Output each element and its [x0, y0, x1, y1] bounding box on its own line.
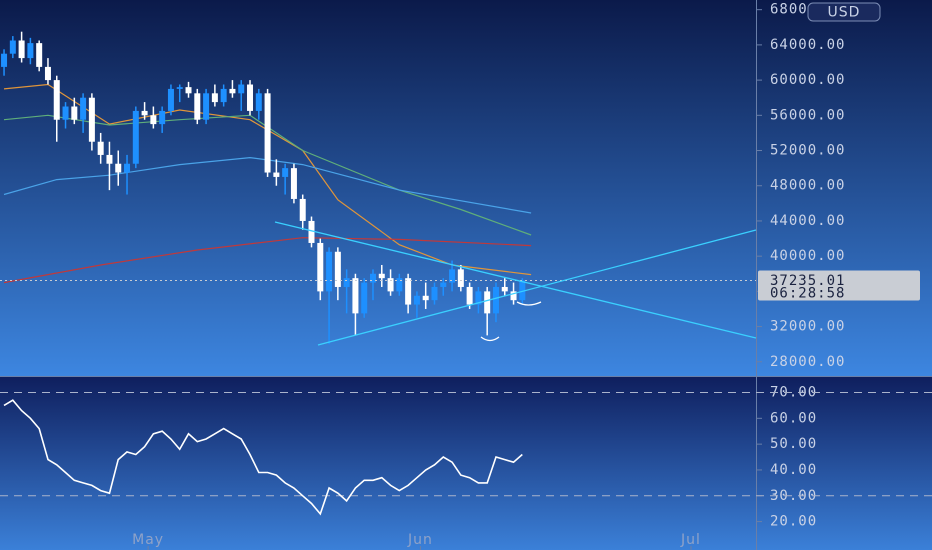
moving-average [3, 156, 532, 214]
candle-body [405, 278, 412, 305]
candle-body [132, 110, 139, 164]
candle-body [167, 88, 174, 111]
candle-body [141, 110, 148, 116]
candle-body [387, 278, 394, 292]
candle-body [378, 273, 385, 279]
candle-body [343, 278, 350, 287]
candle-body [361, 282, 368, 314]
candle-body [492, 286, 499, 314]
candle-body [422, 295, 429, 301]
y-tick-label: 70.00 [770, 384, 817, 400]
price-panel [0, 0, 932, 376]
candle-body [229, 88, 236, 94]
candle-body [185, 87, 192, 94]
candle-body [18, 40, 25, 59]
x-tick-label: Jun [407, 532, 433, 548]
y-tick-label: 48000.00 [770, 178, 845, 194]
moving-average [3, 237, 532, 284]
candle-body [431, 286, 438, 301]
candle-body [369, 273, 376, 283]
last-price: 37235.01 [770, 273, 845, 289]
currency-frame[interactable] [807, 2, 881, 22]
y-tick-label: 60000.00 [770, 72, 845, 88]
drawings [274, 221, 757, 346]
rsi-line [3, 399, 523, 516]
trend-line [274, 221, 757, 339]
candle-body [396, 278, 403, 292]
candle-body [326, 251, 333, 292]
candle-body [484, 291, 491, 314]
candle-body [159, 110, 166, 125]
candle-body [53, 80, 60, 120]
y-tick-label: 20.00 [770, 514, 817, 530]
candle-body [299, 198, 306, 221]
y-tick-label: 30.00 [770, 488, 817, 504]
y-tick-label: 60.00 [770, 410, 817, 426]
candle-body [501, 286, 508, 292]
candle-body [176, 87, 183, 89]
candle-body [106, 154, 113, 164]
x-tick-label: Jul [680, 532, 701, 548]
currency-box[interactable]: USD [807, 2, 881, 22]
candle-body [264, 93, 271, 173]
candle-body [150, 115, 157, 125]
y-tick-label: 50.00 [770, 436, 817, 452]
candle-body [475, 291, 482, 305]
candle-body [334, 251, 341, 287]
candle-body [9, 40, 16, 54]
candle-body [27, 43, 34, 59]
y-tick-label: 44000.00 [770, 213, 845, 229]
y-tick-label: 40000.00 [770, 248, 845, 264]
candle-body [352, 278, 359, 314]
candle-body [282, 168, 289, 177]
candle-body [308, 220, 315, 243]
moving-average [3, 83, 532, 276]
candle-body [80, 97, 87, 120]
candle-body [449, 269, 456, 283]
y-tick-label: 32000.00 [770, 319, 845, 335]
candle-body [273, 172, 280, 177]
y-tick-label: 56000.00 [770, 107, 845, 123]
candle-body [457, 269, 464, 287]
candle-body [44, 66, 51, 81]
candle-body [413, 295, 420, 305]
candle-body [36, 43, 43, 67]
candle-body [238, 84, 245, 94]
y-tick-label: 40.00 [770, 462, 817, 478]
rsi-panel [0, 377, 932, 550]
candle-body [247, 84, 254, 111]
y-tick-label: 64000.00 [770, 37, 845, 53]
price-tag-box [758, 270, 920, 301]
x-tick-label: May [132, 532, 164, 548]
currency[interactable]: USD [828, 5, 861, 21]
pattern-arc [516, 301, 542, 306]
trend-line [317, 229, 757, 346]
countdown: 06:28:58 [770, 286, 845, 302]
candle-body [1, 53, 8, 67]
candle-body [290, 168, 297, 199]
candle-body [62, 106, 69, 120]
candle-body [124, 163, 131, 173]
candle-body [97, 141, 104, 155]
candle-body [194, 93, 201, 120]
pattern-arc [480, 336, 500, 342]
y-tick-label: 28000.00 [770, 354, 845, 370]
candle-body [71, 106, 78, 120]
candle-body [203, 93, 210, 120]
y-tick-label: 52000.00 [770, 143, 845, 159]
candle-body [317, 242, 324, 292]
candle-body [466, 286, 473, 305]
candle-body [510, 291, 517, 301]
candle-body [519, 280, 526, 301]
candle-body [88, 97, 95, 142]
candle-body [440, 282, 447, 287]
candle-body [211, 93, 218, 103]
candle-body [115, 163, 122, 173]
candle-body [255, 93, 262, 111]
candle-body [220, 88, 227, 103]
